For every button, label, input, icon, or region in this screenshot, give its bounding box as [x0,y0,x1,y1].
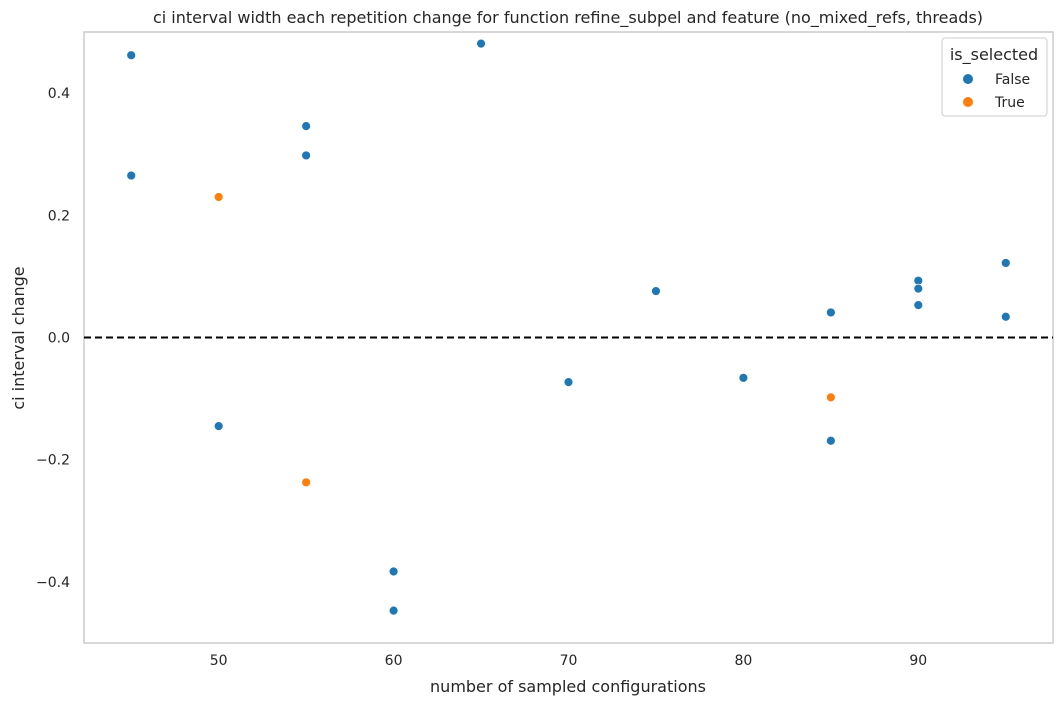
legend: is_selected False True [941,37,1048,117]
x-tick-label: 70 [560,653,578,669]
y-tick-label: 0.0 [48,331,70,347]
x-tick-label: 90 [909,653,927,669]
x-tick-label: 80 [734,653,752,669]
data-point-false [913,283,924,294]
y-tick-label: 0.2 [48,208,70,224]
x-axis-label: number of sampled configurations [430,677,706,696]
y-axis-label: ci interval change [9,266,28,409]
data-point-false [825,307,836,318]
data-point-false [651,286,661,296]
legend-box [941,37,1048,117]
data-points [126,38,1011,616]
x-axis-ticks: 50 60 70 80 90 [210,653,927,669]
data-point-false [476,38,486,49]
legend-label-false: False [995,72,1030,88]
legend-title: is_selected [950,45,1038,65]
data-point-false [301,121,312,131]
data-point-false [388,605,399,616]
data-point-true [213,192,224,202]
data-point-true [825,392,836,403]
y-axis-ticks: −0.4 −0.2 0.0 0.2 0.4 [36,86,70,591]
data-point-false [1000,258,1011,268]
y-tick-label: 0.4 [48,86,70,102]
legend-marker-false [963,74,973,84]
data-point-false [126,50,137,61]
x-tick-label: 50 [210,653,228,669]
chart-title: ci interval width each repetition change… [153,8,983,28]
legend-entries: False True [963,72,1030,111]
data-point-false [738,372,749,383]
data-point-true [301,477,312,488]
data-point-false [388,566,399,577]
y-tick-label: −0.2 [36,453,70,469]
x-tick-label: 60 [385,653,403,669]
data-point-false [301,150,312,161]
data-point-false [126,170,137,181]
data-point-false [825,435,836,446]
data-point-false [1000,311,1011,322]
y-tick-label: −0.4 [36,575,70,591]
legend-label-true: True [994,95,1025,111]
legend-marker-true [963,97,973,107]
data-point-false [563,377,574,388]
data-point-false [213,421,224,431]
data-point-false [913,300,924,311]
